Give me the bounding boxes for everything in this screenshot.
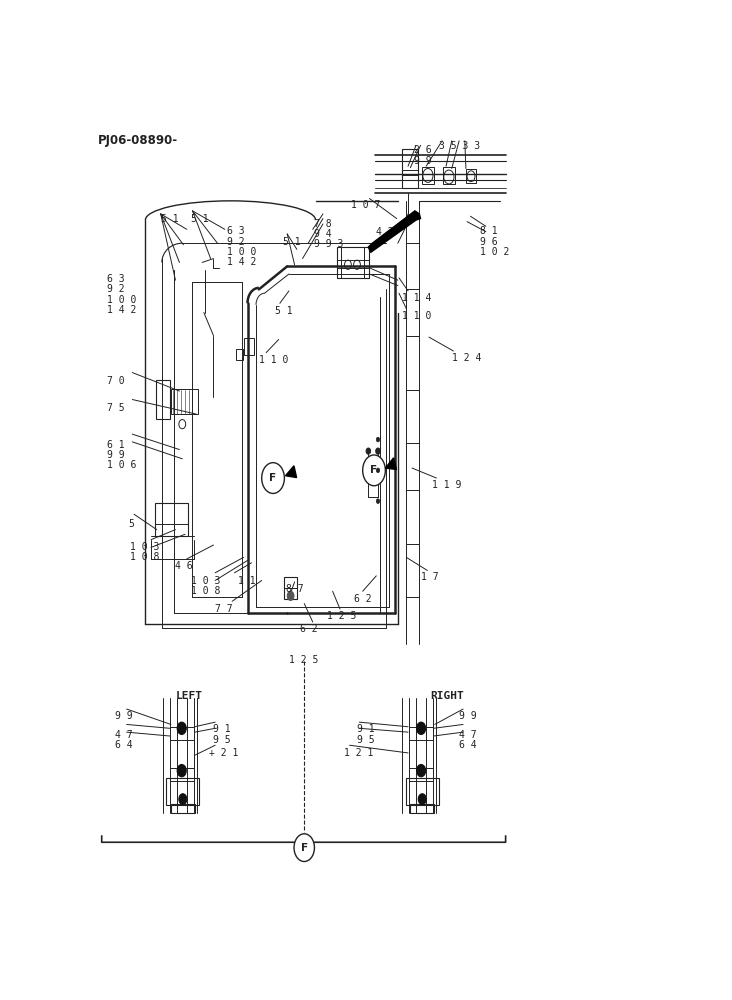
Text: 8 1
9 6
1 0 2: 8 1 9 6 1 0 2 xyxy=(480,226,509,257)
Text: 1 0 7: 1 0 7 xyxy=(351,200,381,210)
Text: 9 1
9 5: 9 1 9 5 xyxy=(357,724,375,745)
Circle shape xyxy=(417,722,425,734)
Text: 4 7
6 4: 4 7 6 4 xyxy=(116,730,133,750)
Bar xyxy=(244,338,254,355)
Text: 2 6
9 9: 2 6 9 9 xyxy=(414,145,431,166)
Circle shape xyxy=(366,448,370,454)
Circle shape xyxy=(376,437,380,442)
Bar xyxy=(236,349,243,360)
Bar xyxy=(337,247,370,278)
Text: 1 2 5: 1 2 5 xyxy=(327,611,356,621)
Bar xyxy=(285,577,297,599)
Circle shape xyxy=(262,463,285,493)
Text: 7 8
9 4
9 9 3: 7 8 9 4 9 9 3 xyxy=(315,219,344,249)
Text: 7 7: 7 7 xyxy=(215,604,233,614)
Text: 3 5 3 3: 3 5 3 3 xyxy=(438,141,479,151)
Polygon shape xyxy=(285,466,296,478)
Text: F: F xyxy=(370,465,378,475)
Bar xyxy=(171,389,198,414)
Text: 8 7: 8 7 xyxy=(285,584,303,594)
Circle shape xyxy=(287,591,294,600)
Text: 7 5: 7 5 xyxy=(108,403,125,413)
Polygon shape xyxy=(385,458,397,470)
Text: 1 1 4: 1 1 4 xyxy=(403,293,432,303)
Text: 6 2: 6 2 xyxy=(354,594,371,604)
Circle shape xyxy=(294,834,315,862)
Circle shape xyxy=(376,468,380,473)
Circle shape xyxy=(362,455,385,486)
Text: 6 3
9 2
1 0 0
1 4 2: 6 3 9 2 1 0 0 1 4 2 xyxy=(226,226,256,267)
Text: RIGHT: RIGHT xyxy=(430,691,465,701)
Text: 1 7: 1 7 xyxy=(420,572,438,582)
Text: 5 1: 5 1 xyxy=(191,214,209,224)
Text: 7 0: 7 0 xyxy=(108,376,125,386)
Text: 6 2: 6 2 xyxy=(300,624,318,634)
Text: F: F xyxy=(301,843,307,853)
Text: 6 3
9 2
1 0 0
1 4 2: 6 3 9 2 1 0 0 1 4 2 xyxy=(108,274,137,315)
Text: LEFT: LEFT xyxy=(176,691,203,701)
Bar xyxy=(155,503,188,536)
Circle shape xyxy=(376,448,380,454)
Text: 6 1
9 9
1 0 6: 6 1 9 9 1 0 6 xyxy=(108,440,137,470)
Text: 5 1: 5 1 xyxy=(274,306,292,316)
Circle shape xyxy=(376,499,380,503)
Text: 1 1 9: 1 1 9 xyxy=(432,480,461,490)
Text: PJ06-08890-: PJ06-08890- xyxy=(98,134,179,147)
Text: 9 9: 9 9 xyxy=(116,711,133,721)
Text: 1 1 0: 1 1 0 xyxy=(403,311,432,321)
Text: 1 2 4: 1 2 4 xyxy=(452,353,481,363)
Circle shape xyxy=(177,722,186,734)
Text: 5 1: 5 1 xyxy=(161,214,179,224)
Circle shape xyxy=(418,794,426,805)
Text: 4 2: 4 2 xyxy=(376,227,394,237)
Text: 5: 5 xyxy=(128,519,134,529)
Text: 1 1: 1 1 xyxy=(238,576,255,586)
Bar xyxy=(156,380,170,419)
Bar xyxy=(166,778,199,805)
Bar xyxy=(403,149,418,188)
Text: 9 9: 9 9 xyxy=(459,711,477,721)
Bar xyxy=(411,804,434,813)
Bar xyxy=(444,167,455,184)
Text: 4 6: 4 6 xyxy=(176,561,193,571)
Text: + 2 1: + 2 1 xyxy=(209,748,239,758)
Text: 4 7
6 4: 4 7 6 4 xyxy=(459,730,477,750)
Text: 9 1
9 5: 9 1 9 5 xyxy=(214,724,231,745)
Text: 1 2 5: 1 2 5 xyxy=(289,655,318,665)
Polygon shape xyxy=(368,211,420,252)
Circle shape xyxy=(177,764,186,777)
Text: 1 2 1: 1 2 1 xyxy=(344,748,373,758)
Text: 5 1: 5 1 xyxy=(283,237,301,247)
Circle shape xyxy=(179,794,187,805)
Bar xyxy=(422,167,434,184)
Text: 1 1 0: 1 1 0 xyxy=(259,355,288,365)
Bar xyxy=(171,804,195,813)
Circle shape xyxy=(417,764,425,777)
Bar xyxy=(466,169,476,183)
Text: 1 0 3
1 0 8: 1 0 3 1 0 8 xyxy=(191,576,220,596)
Text: 1 0 3
1 0 8: 1 0 3 1 0 8 xyxy=(130,542,160,562)
Text: F: F xyxy=(269,473,277,483)
Bar xyxy=(406,778,438,805)
